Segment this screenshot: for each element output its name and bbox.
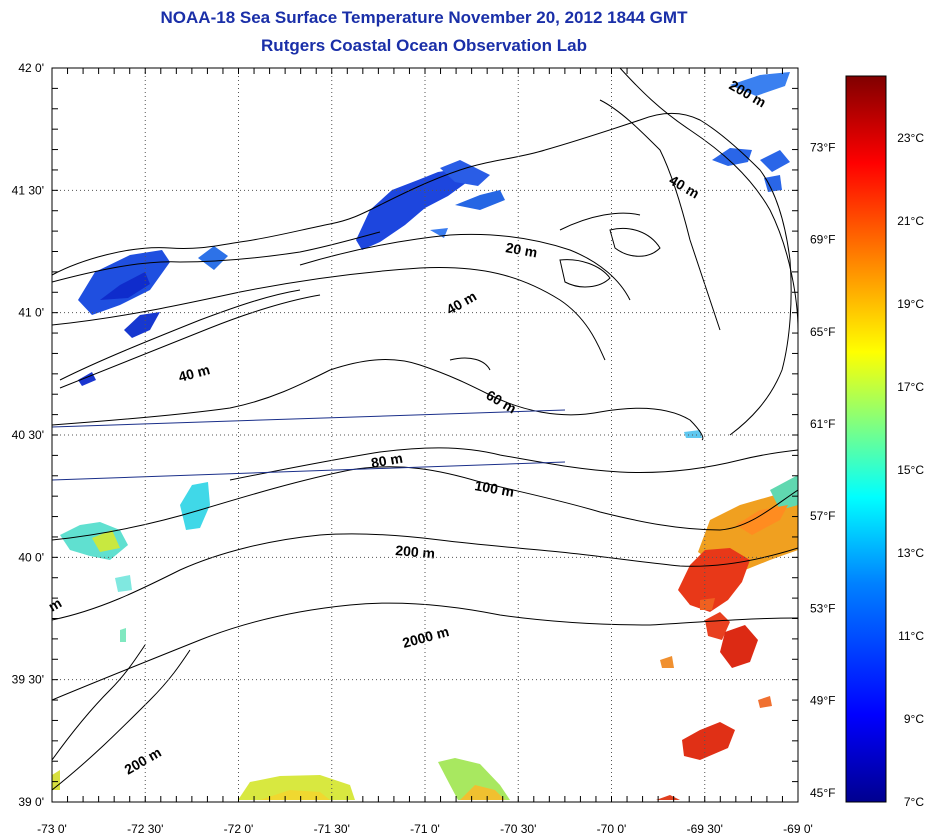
sst-patches	[52, 72, 798, 800]
depth-contours	[52, 68, 798, 791]
lon-tick-label: -70 0'	[597, 822, 627, 836]
lat-tick-label: 40 0'	[18, 550, 44, 564]
depth-label: 200 m	[395, 542, 436, 561]
colorbar-fahrenheit-label: 45°F	[810, 786, 835, 800]
lat-tick-label: 41 30'	[12, 183, 44, 197]
lon-tick-label: -72 0'	[224, 822, 254, 836]
colorbar-labels: 23°C 21°C 19°C 17°C 15°C 13°C 11°C 9°C 7°C 73°F 69…	[810, 131, 924, 809]
depth-label: 40 m	[667, 172, 703, 202]
lon-tick-label: -71 0'	[410, 822, 440, 836]
lon-tick-label: -73 0'	[37, 822, 67, 836]
depth-label: m	[46, 595, 65, 615]
lon-tick-label: -70 30'	[500, 822, 536, 836]
colorbar-celsius-label: 9°C	[904, 712, 924, 726]
colorbar-celsius-label: 19°C	[897, 297, 924, 311]
colorbar	[845, 75, 887, 803]
transect-line	[51, 409, 566, 428]
colorbar-fahrenheit-label: 57°F	[810, 509, 835, 523]
colorbar-celsius-label: 11°C	[898, 629, 924, 643]
depth-label: 80 m	[370, 450, 404, 471]
depth-label: 40 m	[177, 361, 212, 385]
depth-label-group: 200 m 40 m 20 m 40 m 40 m 60 m 80 m 100 …	[46, 77, 769, 778]
depth-label: 2000 m	[401, 623, 451, 651]
colorbar-celsius-label: 17°C	[897, 380, 924, 394]
lon-tick-label: -69 0'	[783, 822, 813, 836]
map-grid	[52, 68, 798, 802]
lat-tick-label: 40 30'	[12, 428, 44, 442]
lon-tick-label: -71 30'	[314, 822, 350, 836]
depth-label: 20 m	[504, 239, 538, 260]
depth-label: 100 m	[473, 477, 515, 500]
lat-tick-label: 39 30'	[12, 673, 44, 687]
colorbar-celsius-label: 21°C	[897, 214, 924, 228]
lon-tick-label: -72 30'	[127, 822, 163, 836]
transect-lines	[51, 409, 566, 481]
colorbar-celsius-label: 15°C	[897, 463, 924, 477]
lat-tick-label: 42 0'	[18, 61, 44, 75]
transect-line	[51, 461, 566, 481]
axis-ticks: -73 0' -72 30' -72 0' -71 30' -71 0' -70 30' -…	[12, 61, 813, 836]
colorbar-fahrenheit-label: 73°F	[810, 140, 835, 154]
colorbar-fahrenheit-label: 65°F	[810, 325, 835, 339]
lon-tick-label: -69 30'	[687, 822, 723, 836]
colorbar-fahrenheit-label: 61°F	[810, 417, 835, 431]
depth-label: 200 m	[122, 744, 164, 778]
colorbar-celsius-label: 7°C	[904, 795, 924, 809]
map-title: NOAA-18 Sea Surface Temperature November…	[160, 8, 688, 27]
colorbar-fahrenheit-label: 49°F	[810, 694, 835, 708]
lat-tick-label: 41 0'	[18, 306, 44, 320]
map-subtitle: Rutgers Coastal Ocean Observation Lab	[261, 36, 587, 55]
lat-tick-label: 39 0'	[18, 795, 44, 809]
colorbar-celsius-label: 13°C	[897, 546, 924, 560]
colorbar-fahrenheit-label: 53°F	[810, 601, 835, 615]
colorbar-celsius-label: 23°C	[897, 131, 924, 145]
colorbar-fahrenheit-label: 69°F	[810, 233, 835, 247]
